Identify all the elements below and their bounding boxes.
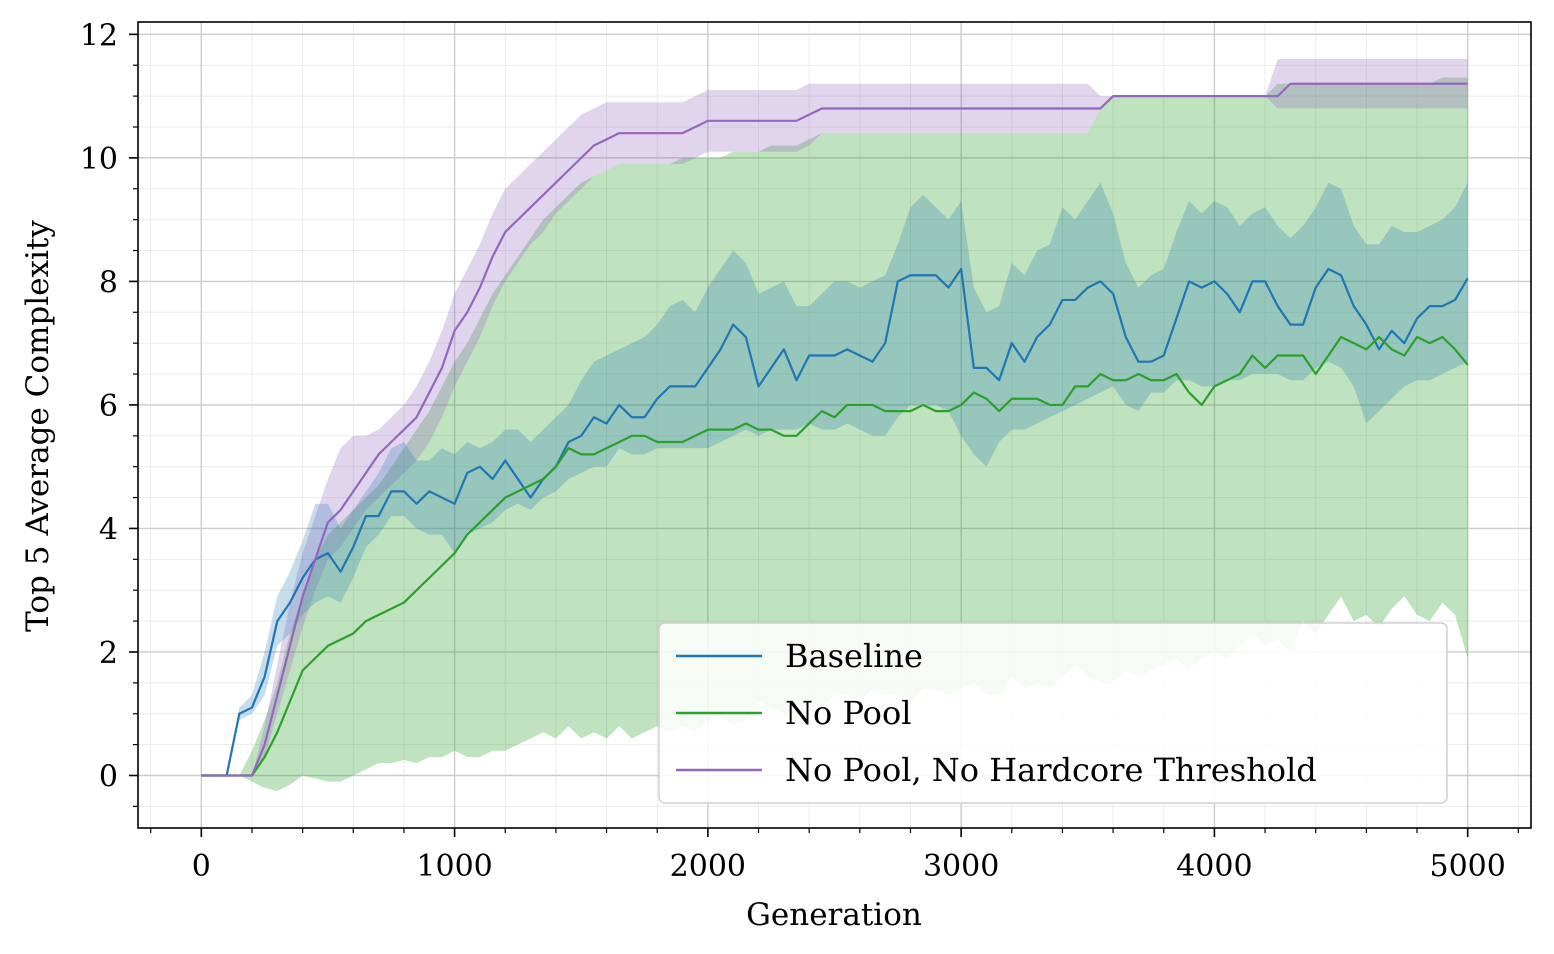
- x-tick-label: 0: [192, 849, 211, 884]
- legend-label: No Pool, No Hardcore Threshold: [785, 751, 1317, 789]
- x-tick-labels: 0 1000 2000 3000 4000 5000: [192, 849, 1506, 884]
- band-baseline: [201, 182, 1468, 776]
- x-tick-label: 4000: [1176, 849, 1252, 884]
- series-line-no-pool: [201, 335, 1469, 777]
- plot-frame: [137, 21, 1532, 829]
- band-no-pool-no-hardcore-threshold: [201, 59, 1468, 776]
- band-no-pool: [201, 77, 1468, 791]
- axis-ticks: [129, 33, 1519, 837]
- y-tick-labels: 0 2 4 6 8 10 12: [80, 18, 118, 794]
- legend-label: No Pool: [785, 694, 911, 732]
- series-lines: [201, 82, 1469, 777]
- x-tick-label: 5000: [1430, 849, 1506, 884]
- confidence-bands: [201, 59, 1468, 791]
- legend-label: Baseline: [785, 637, 923, 675]
- y-tick-label: 4: [99, 512, 118, 547]
- series-line-baseline: [201, 267, 1469, 777]
- y-tick-label: 8: [99, 265, 118, 300]
- y-axis-label: Top 5 Average Complexity: [20, 220, 56, 632]
- y-tick-label: 12: [80, 18, 118, 53]
- legend: Baseline No Pool No Pool, No Hardcore Thre…: [658, 622, 1448, 804]
- y-tick-label: 0: [99, 760, 118, 795]
- x-tick-label: 2000: [670, 849, 746, 884]
- y-tick-label: 6: [99, 389, 118, 424]
- y-tick-label: 10: [80, 142, 118, 177]
- y-tick-label: 2: [99, 636, 118, 671]
- legend-box: [658, 622, 1448, 804]
- x-axis-label: Generation: [746, 897, 922, 933]
- x-tick-label: 1000: [416, 849, 492, 884]
- series-line-no-pool-no-hardcore-threshold: [201, 82, 1468, 777]
- x-tick-label: 3000: [923, 849, 999, 884]
